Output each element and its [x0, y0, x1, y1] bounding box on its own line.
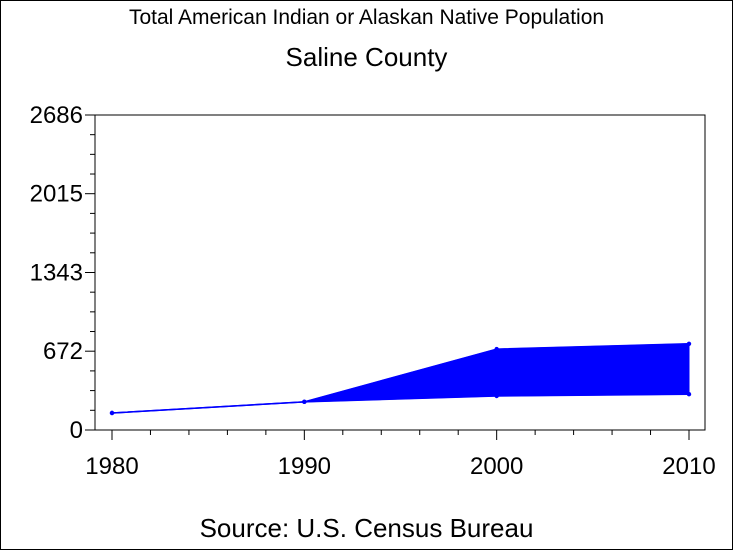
y-tick-label: 672 — [43, 338, 83, 365]
chart-title: Total American Indian or Alaskan Native … — [128, 6, 605, 29]
x-tick-label: 1990 — [278, 453, 331, 480]
x-tick-label: 2010 — [662, 453, 715, 480]
chart-subtitle: Saline County — [285, 42, 448, 72]
data-point — [686, 341, 692, 347]
area-band — [111, 343, 690, 414]
y-tick-label: 0 — [70, 417, 83, 444]
data-point — [302, 399, 307, 405]
x-tick-label: 2000 — [470, 453, 523, 480]
y-tick-label: 1343 — [30, 260, 83, 287]
y-tick-label: 2686 — [30, 102, 83, 129]
data-point — [686, 392, 692, 397]
x-tick-label: 1980 — [85, 453, 138, 480]
data-point — [494, 346, 499, 352]
data-point — [109, 410, 115, 416]
series-line-2 — [111, 393, 690, 414]
y-tick-label: 2015 — [30, 181, 83, 208]
data-point — [494, 393, 499, 399]
source-note: Source: U.S. Census Bureau — [199, 513, 534, 543]
